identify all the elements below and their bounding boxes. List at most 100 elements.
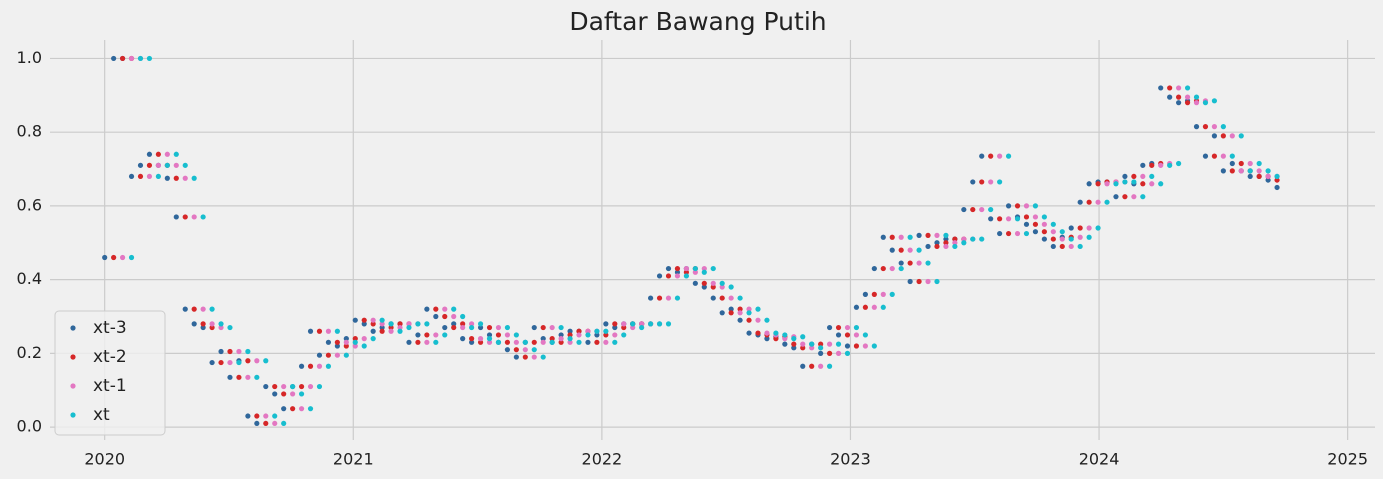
point xyxy=(746,317,752,323)
point xyxy=(164,151,170,157)
point xyxy=(1274,173,1280,180)
point xyxy=(155,173,161,180)
point xyxy=(549,324,555,331)
point xyxy=(486,339,493,345)
point xyxy=(997,230,1003,237)
legend-label: xt-2 xyxy=(93,347,127,367)
point xyxy=(334,339,340,345)
point xyxy=(791,336,797,342)
point xyxy=(281,383,287,390)
point xyxy=(397,321,403,327)
point xyxy=(907,247,913,253)
y-tick-label: 1.0 xyxy=(17,48,42,67)
point xyxy=(397,328,403,334)
point xyxy=(119,55,126,62)
point xyxy=(880,265,886,272)
point xyxy=(245,374,251,380)
point xyxy=(460,336,466,342)
point xyxy=(119,254,126,261)
point xyxy=(513,332,519,338)
point xyxy=(674,269,681,275)
point xyxy=(298,383,305,390)
point xyxy=(191,306,197,312)
point xyxy=(907,278,913,285)
point xyxy=(522,347,528,353)
point xyxy=(504,332,511,338)
point xyxy=(137,162,144,168)
point xyxy=(361,321,367,327)
point xyxy=(961,236,967,242)
y-tick-label: 0.6 xyxy=(17,195,42,214)
point xyxy=(603,332,609,338)
point xyxy=(406,321,412,327)
point xyxy=(1220,153,1226,159)
point xyxy=(540,336,546,342)
point xyxy=(1158,162,1164,168)
point xyxy=(683,273,689,279)
point xyxy=(522,354,528,360)
point xyxy=(227,324,233,331)
point xyxy=(1176,94,1182,100)
point xyxy=(1005,230,1012,237)
point xyxy=(809,345,815,351)
point xyxy=(191,321,197,327)
point xyxy=(1077,225,1083,231)
point xyxy=(567,336,573,342)
point xyxy=(218,324,224,331)
point xyxy=(880,234,886,240)
point xyxy=(728,310,734,316)
point xyxy=(549,336,555,342)
point xyxy=(442,306,448,312)
point xyxy=(952,240,958,246)
point xyxy=(424,321,430,327)
point xyxy=(1032,221,1039,227)
point xyxy=(495,339,502,345)
point xyxy=(719,310,725,316)
point xyxy=(433,339,439,345)
point xyxy=(549,339,555,345)
point xyxy=(773,330,779,336)
point xyxy=(254,374,260,380)
point xyxy=(1229,133,1235,139)
point xyxy=(674,295,681,301)
point xyxy=(737,295,743,301)
point xyxy=(370,328,376,334)
point xyxy=(558,324,564,331)
point xyxy=(406,339,412,345)
point xyxy=(1113,194,1119,200)
point xyxy=(504,339,511,345)
series xyxy=(111,55,1280,427)
point xyxy=(782,332,788,338)
point xyxy=(871,265,877,272)
series xyxy=(128,55,1280,427)
point xyxy=(513,354,519,360)
point xyxy=(612,332,618,338)
point xyxy=(254,413,260,419)
point xyxy=(1050,221,1056,227)
point xyxy=(809,363,815,369)
point xyxy=(298,391,305,397)
point xyxy=(934,243,940,250)
point xyxy=(907,260,913,266)
point xyxy=(1184,100,1191,106)
point xyxy=(737,306,743,312)
point xyxy=(1184,85,1191,91)
point xyxy=(943,240,949,246)
point xyxy=(1167,85,1173,91)
point xyxy=(782,336,788,342)
point xyxy=(576,339,582,345)
point xyxy=(460,324,466,331)
point xyxy=(343,343,349,349)
point xyxy=(1247,160,1253,167)
point xyxy=(200,324,206,331)
point xyxy=(325,363,332,369)
point xyxy=(889,247,895,253)
point xyxy=(585,328,591,334)
point xyxy=(818,363,824,369)
point xyxy=(916,260,922,266)
point xyxy=(191,175,197,181)
point xyxy=(388,321,394,327)
point xyxy=(701,284,707,290)
point xyxy=(692,280,698,286)
point xyxy=(1184,94,1191,100)
